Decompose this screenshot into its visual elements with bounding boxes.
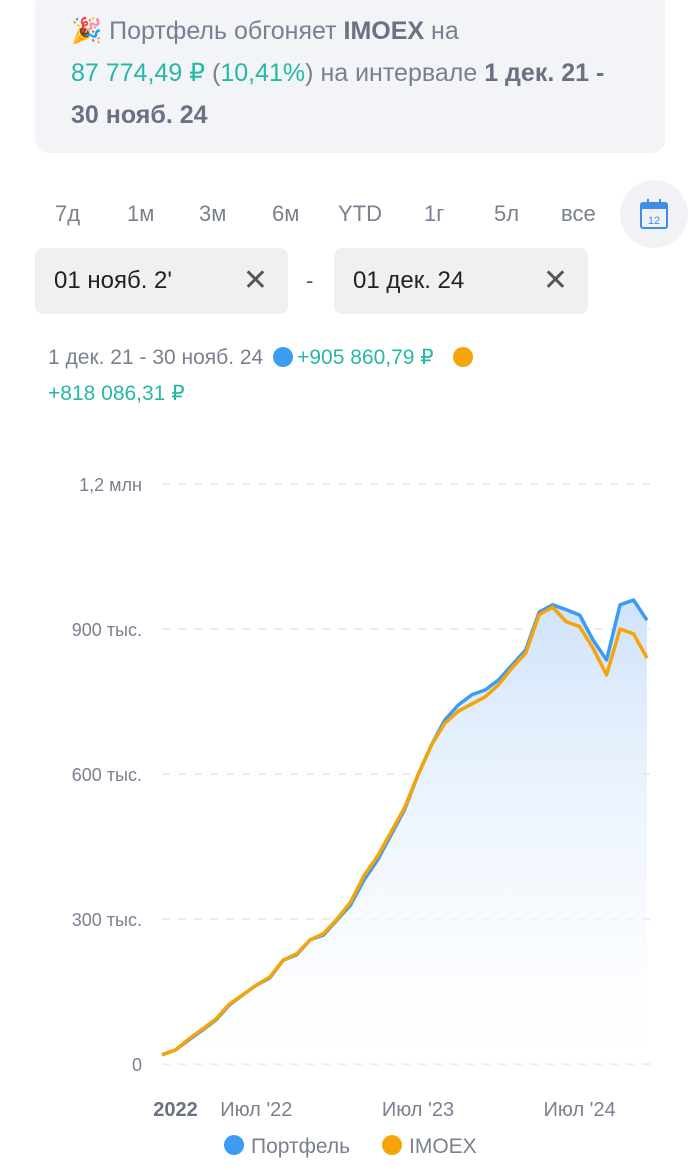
legend-portfolio[interactable]: Портфель — [251, 1135, 350, 1158]
period-1m[interactable]: 1м — [127, 201, 155, 226]
imoex-change: +818 086,31 ₽ — [48, 382, 185, 405]
x-tick-label: Июл '24 — [544, 1099, 616, 1121]
calendar-button[interactable]: 12 — [620, 180, 688, 248]
y-tick-label: 300 тыс. — [72, 910, 142, 930]
x-tick-label: 2022 — [153, 1099, 198, 1121]
clear-date-to-icon[interactable]: ✕ — [542, 264, 568, 297]
index-name: IMOEX — [343, 17, 425, 45]
outperformance-banner: 🎉 Портфель обгоняет IMOEX на 87 774,49 ₽… — [35, 0, 665, 153]
summary-interval: 1 дек. 21 - 30 нояб. 24 — [48, 346, 264, 369]
portfolio-chart: 0 300 тыс. 600 тыс. 900 тыс. 1,2 млн 2022 Июл… — [72, 475, 650, 1158]
legend-imoex[interactable]: IMOEX — [409, 1135, 477, 1158]
legend: Портфель IMOEX — [224, 1135, 477, 1158]
imoex-dot-icon — [453, 347, 474, 367]
period-5y[interactable]: 5л — [494, 201, 520, 226]
period-6m[interactable]: 6м — [272, 201, 300, 226]
y-tick-label: 600 тыс. — [72, 765, 142, 785]
portfolio-change: +905 860,79 ₽ — [297, 346, 434, 369]
portfolio-dot-icon — [273, 347, 294, 367]
y-tick-label: 900 тыс. — [72, 620, 142, 640]
legend-portfolio-icon — [224, 1135, 244, 1155]
portfolio-area — [162, 600, 647, 1064]
date-to-input[interactable]: 01 дек. 24 ✕ — [334, 248, 588, 314]
calendar-icon: 12 — [640, 199, 668, 229]
x-tick-label: Июл '22 — [220, 1099, 292, 1121]
diff-amount: 87 774,49 ₽ — [71, 59, 206, 87]
legend-imoex-icon — [382, 1135, 402, 1155]
y-tick-label: 0 — [132, 1055, 142, 1075]
clear-date-from-icon[interactable]: ✕ — [242, 264, 268, 297]
period-selector: 7д 1м 3м 6м YTD 1г 5л все 12 — [35, 180, 695, 248]
y-tick-label: 1,2 млн — [79, 475, 142, 495]
period-7d[interactable]: 7д — [55, 201, 81, 226]
period-ytd[interactable]: YTD — [338, 201, 382, 226]
svg-text:12: 12 — [648, 215, 660, 227]
interval: 1 дек. 21 - 30 нояб. 24 — [71, 59, 605, 129]
party-emoji: 🎉 — [71, 17, 103, 45]
range-separator: - — [306, 268, 314, 293]
diff-percent: 10,41% — [220, 59, 306, 87]
x-tick-label: Июл '23 — [382, 1099, 454, 1121]
change-summary: 1 дек. 21 - 30 нояб. 24 +905 860,79 ₽ +8… — [48, 340, 608, 412]
period-1y[interactable]: 1г — [424, 201, 445, 226]
period-3m[interactable]: 3м — [199, 201, 227, 226]
date-from-input[interactable]: 01 нояб. 2' ✕ — [35, 248, 288, 314]
series-line-imoex — [161, 605, 649, 1057]
period-all[interactable]: все — [561, 201, 596, 226]
